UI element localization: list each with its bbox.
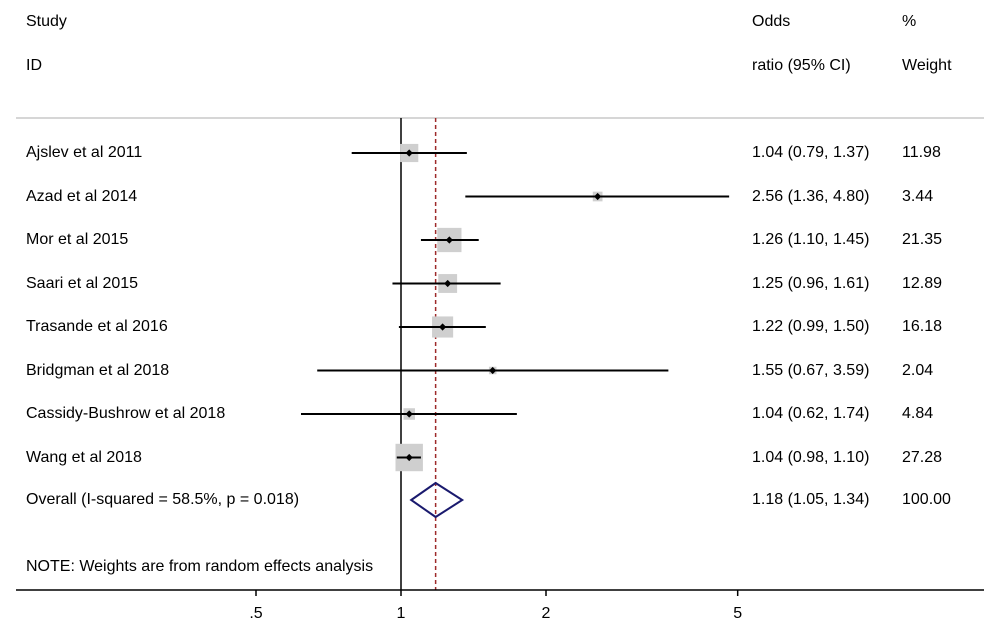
study-label: Trasande et al 2016 [26,318,168,335]
study-label: Bridgman et al 2018 [26,361,170,379]
x-tick-label: 2 [542,605,551,622]
weight-header-line1: % [902,13,917,30]
odds-ratio-text: 2.56 (1.36, 4.80) [752,187,870,205]
study-label: Ajslev et al 2011 [26,144,143,161]
odds-ratio-text: 1.25 (0.96, 1.61) [752,274,870,292]
overall-weight-text: 100.00 [902,491,951,508]
weight-text: 27.28 [902,448,943,466]
point-estimate [489,366,497,375]
x-tick-label: 1 [397,605,406,622]
weight-text: 2.04 [902,361,934,379]
weight-text: 3.44 [902,187,934,205]
weight-text: 4.84 [902,405,934,422]
study-header-line1: Study [26,13,67,30]
study-label: Wang et al 2018 [26,448,142,466]
weight-text: 11.98 [902,144,941,161]
odds-ratio-text: 1.04 (0.62, 1.74) [752,405,870,422]
overall-odds-ratio-text: 1.18 (1.05, 1.34) [752,491,870,508]
weight-text: 16.18 [902,318,943,335]
odds-ratio-text: 1.26 (1.10, 1.45) [752,231,870,248]
odds-ratio-text: 1.04 (0.98, 1.10) [752,448,870,466]
note-text: NOTE: Weights are from random effects an… [26,558,374,575]
or-header-line2: ratio (95% CI) [752,57,851,74]
point-estimate [405,410,413,418]
or-header-line1: Odds [752,13,791,30]
overall-label: Overall (I-squared = 58.5%, p = 0.018) [26,491,300,508]
point-estimate [405,453,413,462]
x-tick-label: .5 [249,605,262,622]
point-estimate [438,323,447,331]
point-estimate [594,192,602,201]
weight-text: 12.89 [902,274,943,292]
point-estimate [444,279,452,288]
study-label: Cassidy-Bushrow et al 2018 [26,405,226,422]
study-header-line2: ID [26,57,42,74]
weight-header-line2: Weight [902,57,952,74]
study-label: Azad et al 2014 [26,187,138,205]
study-label: Mor et al 2015 [26,231,129,248]
point-estimate [405,149,413,157]
odds-ratio-text: 1.04 (0.79, 1.37) [752,144,870,161]
odds-ratio-text: 1.55 (0.67, 3.59) [752,361,870,379]
odds-ratio-text: 1.22 (0.99, 1.50) [752,318,870,335]
point-estimate [445,236,453,244]
x-tick-label: 5 [733,605,742,622]
study-label: Saari et al 2015 [26,274,139,292]
overall-diamond [409,481,465,519]
weight-text: 21.35 [902,231,943,248]
